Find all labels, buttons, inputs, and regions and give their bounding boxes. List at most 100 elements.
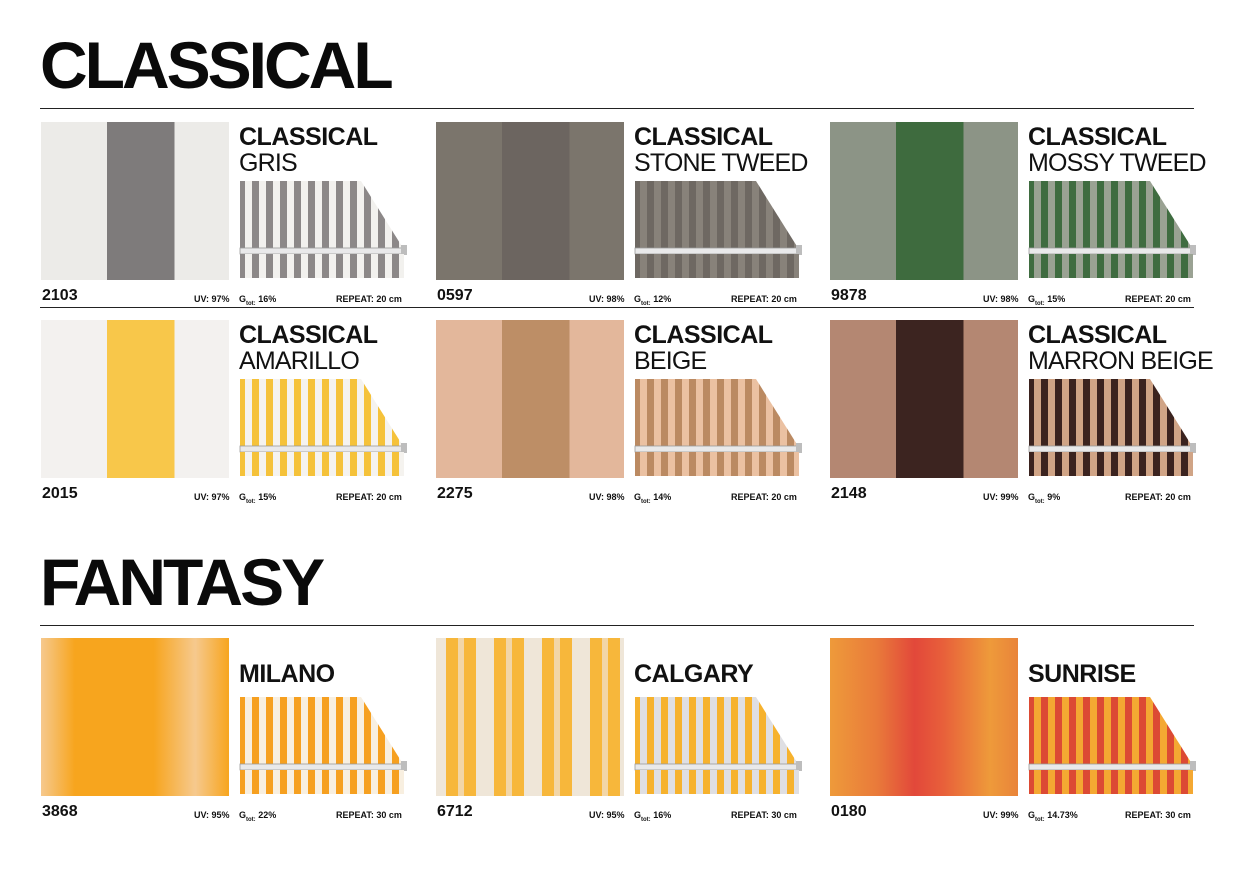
repeat-length: REPEAT: 20 cm bbox=[1125, 294, 1191, 304]
product-code: 0180 bbox=[831, 803, 867, 820]
uv-rating: UV: 98% bbox=[589, 294, 625, 304]
g-value: 14% bbox=[653, 492, 672, 502]
product-color-name: AMARILLO bbox=[239, 347, 360, 375]
awning-preview bbox=[239, 379, 407, 476]
section-divider bbox=[40, 625, 1194, 626]
product-code: 2275 bbox=[437, 485, 473, 502]
product-name: CLASSICAL BEIGE bbox=[634, 322, 773, 374]
repeat-length: REPEAT: 30 cm bbox=[731, 810, 797, 820]
product-card-classical-marron-beige[interactable]: CLASSICAL MARRON BEIGE 2148 UV: 99% Gtot: 9%… bbox=[830, 320, 1214, 510]
repeat-length: REPEAT: 20 cm bbox=[336, 492, 402, 502]
g-subscript: tot: bbox=[641, 498, 651, 505]
product-card-classical-beige[interactable]: CLASSICAL BEIGE 2275 UV: 98% Gtot: 14% REPEAT… bbox=[436, 320, 802, 510]
g-value: 12% bbox=[653, 294, 672, 304]
uv-rating: UV: 99% bbox=[983, 810, 1019, 820]
fabric-swatch bbox=[830, 122, 1018, 280]
g-label: G bbox=[634, 492, 642, 502]
product-name: MILANO bbox=[239, 661, 335, 687]
fabric-swatch bbox=[830, 320, 1018, 478]
awning-preview bbox=[1028, 379, 1196, 476]
g-subscript: tot: bbox=[246, 300, 256, 307]
product-code: 6712 bbox=[437, 803, 473, 820]
fabric-swatch bbox=[41, 122, 229, 280]
product-color-name: GRIS bbox=[239, 149, 298, 177]
product-card-classical-mossy-tweed[interactable]: CLASSICAL MOSSY TWEED 9878 UV: 98% Gtot: 15%… bbox=[830, 122, 1207, 312]
awning-preview bbox=[1028, 181, 1196, 278]
g-label: G bbox=[239, 810, 247, 820]
g-subscript: tot: bbox=[246, 498, 256, 505]
g-label: G bbox=[1028, 492, 1036, 502]
product-code: 9878 bbox=[831, 287, 867, 304]
g-subscript: tot: bbox=[1035, 816, 1045, 823]
fabric-swatch bbox=[830, 638, 1018, 796]
g-total-value: Gtot: 16% bbox=[239, 294, 276, 307]
fabric-swatch bbox=[436, 638, 624, 796]
awning-preview bbox=[239, 697, 407, 794]
product-card-calgary[interactable]: CALGARY 6712 UV: 95% Gtot: 16% REPEAT: 30 cm bbox=[436, 638, 802, 828]
g-subscript: tot: bbox=[1035, 498, 1045, 505]
g-value: 22% bbox=[258, 810, 277, 820]
fabric-swatch bbox=[41, 320, 229, 478]
product-color-name: BEIGE bbox=[634, 347, 707, 375]
product-code: 2015 bbox=[42, 485, 78, 502]
awning-preview bbox=[1028, 697, 1196, 794]
fabric-swatch bbox=[436, 122, 624, 280]
product-color-name: SUNRISE bbox=[1028, 660, 1136, 688]
g-value: 9% bbox=[1047, 492, 1061, 502]
repeat-length: REPEAT: 20 cm bbox=[1125, 492, 1191, 502]
product-code: 2148 bbox=[831, 485, 867, 502]
product-color-name: MILANO bbox=[239, 660, 335, 688]
fabric-swatch bbox=[41, 638, 229, 796]
repeat-length: REPEAT: 30 cm bbox=[1125, 810, 1191, 820]
g-subscript: tot: bbox=[1035, 300, 1045, 307]
g-total-value: Gtot: 16% bbox=[634, 810, 671, 823]
g-total-value: Gtot: 14% bbox=[634, 492, 671, 505]
uv-rating: UV: 97% bbox=[194, 294, 230, 304]
product-card-sunrise[interactable]: SUNRISE 0180 UV: 99% Gtot: 14.73% REPEAT: 30… bbox=[830, 638, 1196, 828]
product-name: CALGARY bbox=[634, 661, 754, 687]
g-label: G bbox=[239, 492, 247, 502]
g-total-value: Gtot: 15% bbox=[1028, 294, 1065, 307]
awning-preview bbox=[634, 697, 802, 794]
product-card-classical-gris[interactable]: CLASSICAL GRIS 2103 UV: 97% Gtot: 16% REPEAT:… bbox=[41, 122, 407, 312]
product-code: 3868 bbox=[42, 803, 78, 820]
product-series: CLASSICAL bbox=[1028, 123, 1167, 151]
g-label: G bbox=[1028, 810, 1036, 820]
product-color-name: MOSSY TWEED bbox=[1028, 149, 1207, 177]
g-total-value: Gtot: 14.73% bbox=[1028, 810, 1078, 823]
g-value: 14.73% bbox=[1047, 810, 1078, 820]
product-color-name: MARRON BEIGE bbox=[1028, 347, 1214, 375]
g-total-value: Gtot: 15% bbox=[239, 492, 276, 505]
product-card-classical-amarillo[interactable]: CLASSICAL AMARILLO 2015 UV: 97% Gtot: 15% REP… bbox=[41, 320, 407, 510]
product-name: SUNRISE bbox=[1028, 661, 1136, 687]
product-name: CLASSICAL STONE TWEED bbox=[634, 124, 808, 176]
product-color-name: STONE TWEED bbox=[634, 149, 808, 177]
product-code: 2103 bbox=[42, 287, 78, 304]
g-value: 16% bbox=[258, 294, 277, 304]
g-label: G bbox=[634, 294, 642, 304]
uv-rating: UV: 97% bbox=[194, 492, 230, 502]
product-series: CLASSICAL bbox=[239, 321, 378, 349]
product-series: CLASSICAL bbox=[239, 123, 378, 151]
repeat-length: REPEAT: 20 cm bbox=[731, 294, 797, 304]
g-value: 16% bbox=[653, 810, 672, 820]
product-card-milano[interactable]: MILANO 3868 UV: 95% Gtot: 22% REPEAT: 30 cm bbox=[41, 638, 407, 828]
g-total-value: Gtot: 9% bbox=[1028, 492, 1060, 505]
product-name: CLASSICAL GRIS bbox=[239, 124, 378, 176]
fabric-swatch bbox=[436, 320, 624, 478]
repeat-length: REPEAT: 20 cm bbox=[336, 294, 402, 304]
product-name: CLASSICAL MARRON BEIGE bbox=[1028, 322, 1214, 375]
section-title-fantasy: FANTASY bbox=[40, 545, 325, 619]
g-value: 15% bbox=[258, 492, 277, 502]
section-title-classical: CLASSICAL bbox=[40, 28, 394, 102]
product-name: CLASSICAL AMARILLO bbox=[239, 322, 378, 374]
uv-rating: UV: 99% bbox=[983, 492, 1019, 502]
g-total-value: Gtot: 12% bbox=[634, 294, 671, 307]
uv-rating: UV: 95% bbox=[589, 810, 625, 820]
uv-rating: UV: 98% bbox=[983, 294, 1019, 304]
g-subscript: tot: bbox=[641, 300, 651, 307]
product-series: CLASSICAL bbox=[634, 123, 773, 151]
uv-rating: UV: 95% bbox=[194, 810, 230, 820]
g-label: G bbox=[239, 294, 247, 304]
product-card-classical-stone-tweed[interactable]: CLASSICAL STONE TWEED 0597 UV: 98% Gtot: 12%… bbox=[436, 122, 808, 312]
